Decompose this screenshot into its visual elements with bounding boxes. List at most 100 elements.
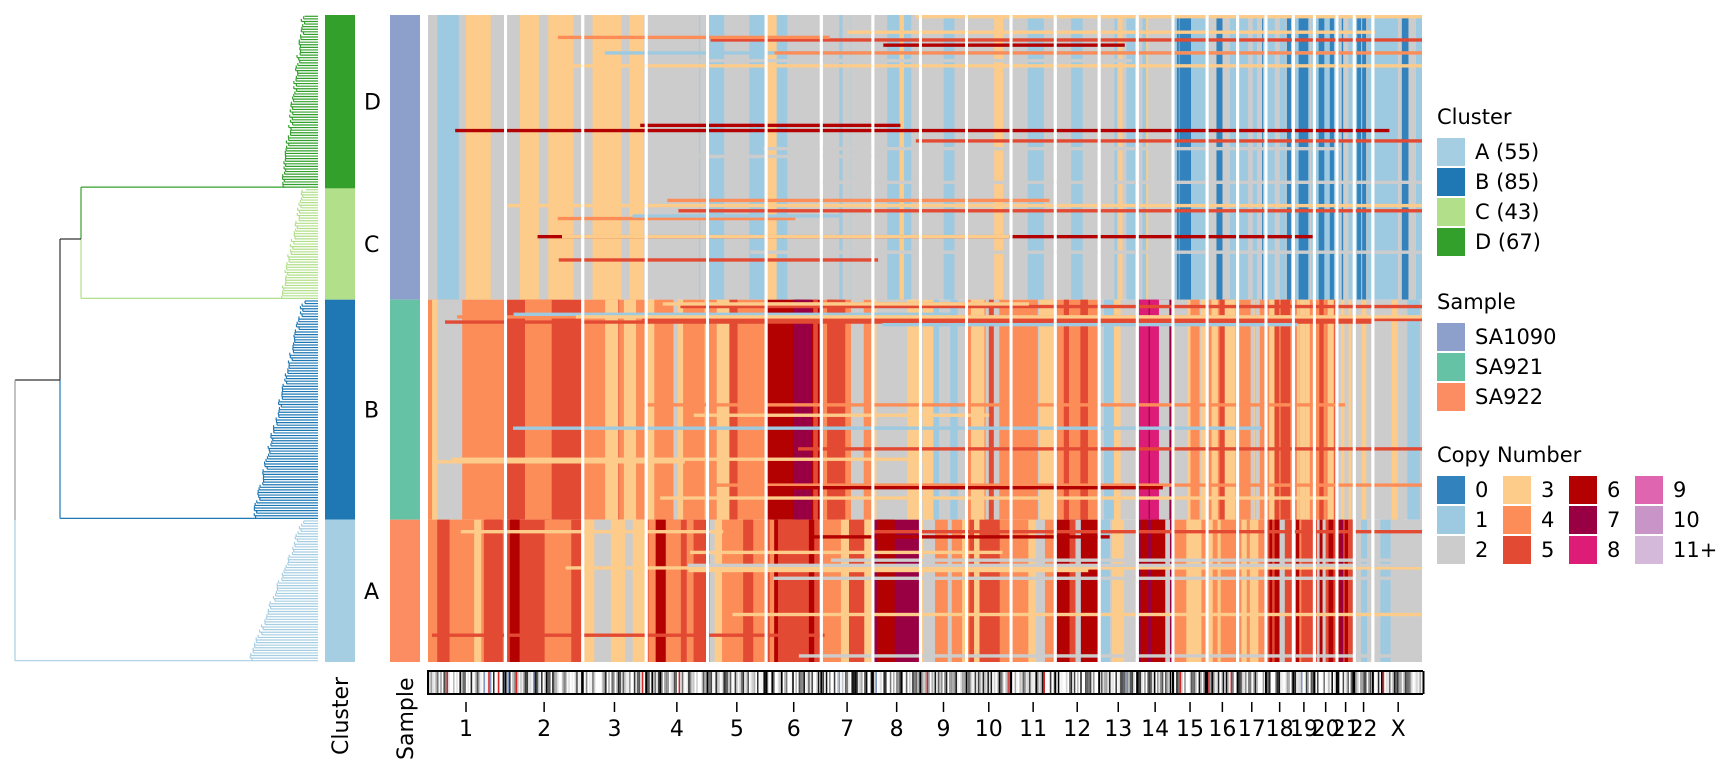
cluster-legend-item: D (67) (1437, 227, 1541, 257)
chromosome-band (1033, 672, 1036, 693)
sample-legend-item: SA921 (1437, 352, 1557, 382)
chromosome-tick-label: 12 (1063, 717, 1091, 742)
chromosome-band (680, 672, 682, 693)
heatmap-cell-streak (732, 612, 1422, 617)
heatmap-cell-streak (873, 530, 1422, 534)
chromosome-separator (1205, 15, 1209, 662)
legend-swatch (1503, 476, 1531, 504)
chromosome-band (664, 672, 666, 693)
chromosome-band (688, 672, 690, 693)
chromosome-band (1397, 672, 1399, 693)
chromosome-band (1021, 672, 1023, 693)
heatmap-segment (465, 15, 491, 300)
legend-label: 4 (1541, 508, 1555, 532)
chromosome-band (917, 672, 919, 693)
chromosome-band (921, 672, 924, 693)
chromosome-band (555, 672, 557, 693)
chromosome-band (667, 672, 669, 693)
chromosome-band (1369, 672, 1372, 693)
chromosome-band (1225, 672, 1228, 693)
chromosome-band (440, 672, 442, 693)
chromosome-band (726, 672, 729, 693)
chromosome-band (622, 672, 625, 693)
heatmap-segment (1063, 299, 1069, 520)
chromosome-band (1245, 672, 1247, 693)
chromosome-band (1221, 672, 1223, 693)
cluster-bar-segment-D (325, 15, 355, 189)
chromosome-band (817, 672, 820, 693)
chromosome-band (1131, 672, 1133, 693)
chromosome-band (1390, 672, 1393, 693)
chromosome-band (577, 672, 580, 693)
chromosome-band (1059, 672, 1061, 693)
heatmap-cell-streak (638, 403, 1346, 407)
heatmap-segment (1328, 519, 1334, 662)
heatmap-segment (878, 519, 895, 662)
chromosome-band (544, 672, 546, 693)
chromosome-band (837, 672, 839, 693)
chromosome-band (1105, 672, 1108, 693)
chromosome-band (753, 672, 756, 693)
heatmap-cell-streak (763, 146, 1342, 151)
heatmap-segment (1221, 15, 1230, 300)
copy-number-legend-item: 9 (1635, 475, 1701, 505)
chromosome-band (1198, 672, 1201, 693)
chromosome-band (531, 672, 533, 693)
heatmap-segment (933, 519, 948, 662)
chromosome-tick-label: 2 (537, 717, 551, 742)
chromosome-band (1400, 672, 1402, 693)
heatmap-cell-streak (693, 413, 990, 417)
copy-number-legend-item: 6 (1569, 475, 1635, 505)
chromosome-band (766, 672, 769, 693)
heatmap-cell-streak (632, 214, 842, 218)
heatmap-cell-streak (809, 535, 1110, 539)
chromosome-band (785, 672, 788, 693)
chromosome-band (515, 672, 517, 693)
heatmap-segment (1241, 519, 1247, 662)
heatmap-segment (1249, 519, 1259, 662)
chromosome-band (1417, 672, 1420, 693)
chromosome-tick-label: 20 (1312, 717, 1340, 742)
chromosome-band (742, 672, 745, 693)
heatmap-segment (1327, 299, 1334, 520)
chromosome-band (1281, 672, 1284, 693)
chromosome-band (640, 672, 642, 693)
heatmap-cell-streak (773, 576, 1422, 580)
legend-label: D (67) (1475, 230, 1541, 254)
chromosome-band (677, 672, 679, 693)
chromosome-band (797, 672, 799, 693)
chromosome-band (1024, 672, 1026, 693)
heatmap-cell-streak (445, 320, 1373, 324)
chromosome-band (822, 672, 825, 693)
chromosome-band (1365, 672, 1367, 693)
copy-number-legend-title: Copy Number (1437, 443, 1582, 467)
chromosome-band (1342, 672, 1345, 693)
heatmap-segment (1297, 299, 1299, 520)
chromosome-band (725, 672, 727, 693)
heatmap-cell-streak (504, 203, 1422, 208)
heatmap-segment (1319, 519, 1326, 662)
chromosome-band (997, 672, 999, 693)
chromosome-tick-label: 10 (975, 717, 1003, 742)
heatmap-cell-streak (822, 180, 1422, 184)
chromosome-band (1086, 672, 1089, 693)
chromosome-band (1345, 672, 1348, 693)
chromosome-band (712, 672, 714, 693)
chromosome-band (758, 672, 761, 693)
chromosome-band (857, 672, 860, 693)
chromosome-band (915, 672, 917, 693)
chromosome-band (1104, 672, 1106, 693)
chromosome-band (433, 672, 436, 693)
chromosome-band (934, 672, 937, 693)
chromosome-band (846, 672, 849, 693)
copy-number-legend-item: 4 (1503, 505, 1569, 535)
chromosome-band (1016, 672, 1018, 693)
heatmap-segment (1318, 15, 1325, 300)
chromosome-band (851, 672, 853, 693)
chromosome-band (1395, 672, 1397, 693)
heatmap-segment (924, 15, 937, 300)
chromosome-tick-label: 6 (787, 717, 801, 742)
chromosome-band (1142, 672, 1145, 693)
chromosome-band (593, 672, 596, 693)
chromosome-band (1091, 672, 1093, 693)
